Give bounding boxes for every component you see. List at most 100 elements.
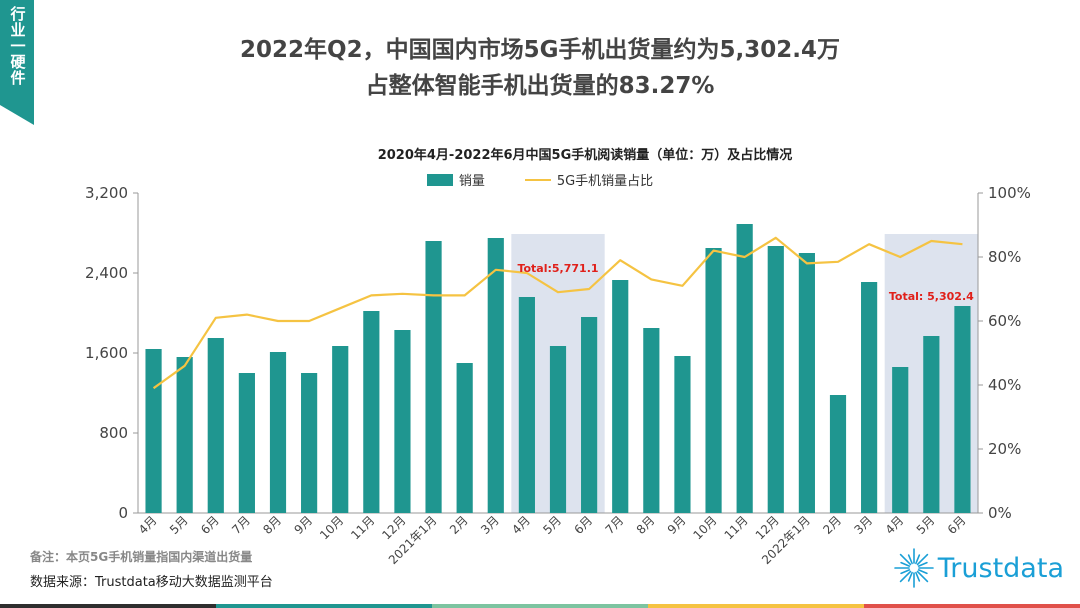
starburst-ray (899, 570, 912, 583)
y-right-tick-label: 80% (988, 248, 1021, 266)
footer-stripe (0, 604, 1080, 608)
bar-sales (643, 328, 660, 513)
starburst-ray (917, 561, 928, 567)
bar-sales (425, 241, 442, 513)
total-label: Total:5,771.1 (517, 262, 598, 275)
x-tick-label: 6月 (198, 513, 222, 537)
bar-sales (612, 280, 629, 513)
section-tab: 行业一硬件 (0, 0, 34, 125)
x-tick-label: 5月 (167, 513, 191, 537)
legend-item-share: 5G手机销量占比 (524, 170, 654, 189)
section-tab-label: 行业一硬件 (8, 6, 27, 86)
bar-sales (798, 253, 815, 513)
x-tick-label: 2月 (447, 513, 471, 537)
bar-sales (301, 373, 318, 513)
footnote: 备注：本页5G手机销量指国内渠道出货量 (30, 550, 253, 564)
x-tick-label: 6月 (945, 513, 969, 537)
x-tick-label: 11月 (348, 513, 377, 542)
bar-sales (456, 363, 473, 513)
headline-line-1: 2022年Q2，中国国内市场5G手机出货量约为5,302.4万 (240, 37, 840, 63)
stripe-segment (0, 604, 216, 608)
y-right-tick-label: 40% (988, 376, 1021, 394)
stripe-segment (864, 604, 1080, 608)
legend-label-share: 5G手机销量占比 (556, 174, 654, 189)
bar-sales (861, 282, 878, 513)
starburst-ray (917, 569, 928, 575)
legend-label-sales: 销量 (458, 174, 485, 189)
headline-line-2: 占整体智能手机出货量的83.27% (365, 73, 715, 99)
bar-sales (767, 246, 784, 513)
bar-sales (954, 306, 971, 513)
chart-title: 2020年4月-2022年6月中国5G手机阅读销量（单位：万）及占比情况 (377, 148, 793, 163)
y-left-tick-label: 0 (118, 504, 128, 522)
stripe-segment (648, 604, 864, 608)
x-tick-label: 10月 (690, 513, 719, 542)
bar-sales (674, 356, 691, 513)
starburst-ray (916, 570, 929, 583)
y-right-tick-label: 100% (988, 184, 1031, 202)
bar-sales (394, 330, 411, 513)
y-left-tick-label: 800 (99, 424, 128, 442)
x-tick-label: 5月 (540, 513, 564, 537)
x-tick-label: 10月 (317, 513, 346, 542)
bar-sales (892, 367, 909, 513)
chart-legend: 销量 5G手机销量占比 (0, 170, 1080, 189)
starburst-ray (900, 569, 910, 575)
starburst-ray (907, 571, 913, 582)
x-tick-label: 3月 (478, 513, 502, 537)
starburst-ray (900, 561, 910, 567)
bar-sales (829, 395, 847, 513)
total-label: Total: 5,302.4 (889, 290, 974, 303)
data-source: 数据来源：Trustdata移动大数据监测平台 (30, 575, 273, 590)
starburst-ray (899, 553, 912, 566)
brand-name: Trustdata (937, 552, 1064, 584)
x-tick-label: 4月 (136, 513, 160, 537)
x-tick-label: 9月 (291, 513, 315, 537)
y-right-tick-label: 60% (988, 312, 1021, 330)
legend-line-swatch (524, 178, 551, 181)
y-right-tick-label: 0% (988, 504, 1012, 522)
x-tick-label: 7月 (229, 513, 253, 537)
bar-sales (176, 357, 193, 513)
bar-sales (581, 317, 598, 513)
section-tab-fold (0, 105, 34, 125)
x-tick-label: 4月 (883, 513, 907, 537)
bar-sales (238, 373, 255, 513)
legend-bar-swatch (426, 173, 453, 186)
y-left-tick-label: 2,400 (85, 264, 128, 282)
starburst-ray (914, 554, 920, 565)
starburst-ray (907, 554, 913, 565)
bar-sales (145, 349, 162, 513)
y-right-tick-label: 20% (988, 440, 1021, 458)
x-tick-label: 8月 (260, 513, 284, 537)
x-tick-label: 7月 (603, 513, 627, 537)
bar-sales (549, 346, 567, 513)
bar-sales (207, 338, 224, 513)
legend-item-sales: 销量 (426, 170, 485, 189)
bar-sales (518, 297, 535, 513)
stripe-segment (432, 604, 648, 608)
bar-sales (487, 238, 504, 513)
x-tick-label: 8月 (634, 513, 658, 537)
x-tick-label: 3月 (851, 513, 875, 537)
x-tick-label: 2月 (820, 513, 844, 537)
bar-sales (705, 248, 722, 513)
bar-sales (269, 352, 287, 513)
y-left-tick-label: 3,200 (85, 184, 128, 202)
x-tick-label: 5月 (914, 513, 938, 537)
bar-sales (736, 224, 753, 513)
stripe-segment (216, 604, 432, 608)
bar-sales (363, 311, 380, 513)
bar-sales (332, 346, 349, 513)
x-tick-label: 4月 (509, 513, 533, 537)
bar-sales (923, 336, 940, 513)
x-tick-label: 9月 (665, 513, 689, 537)
x-tick-label: 11月 (722, 513, 751, 542)
starburst-ray (914, 571, 920, 582)
starburst-icon (893, 548, 934, 588)
y-left-tick-label: 1,600 (85, 344, 128, 362)
brand-logo: Trustdata (892, 546, 1064, 590)
x-tick-label: 6月 (571, 513, 595, 537)
starburst-ray (916, 553, 929, 566)
